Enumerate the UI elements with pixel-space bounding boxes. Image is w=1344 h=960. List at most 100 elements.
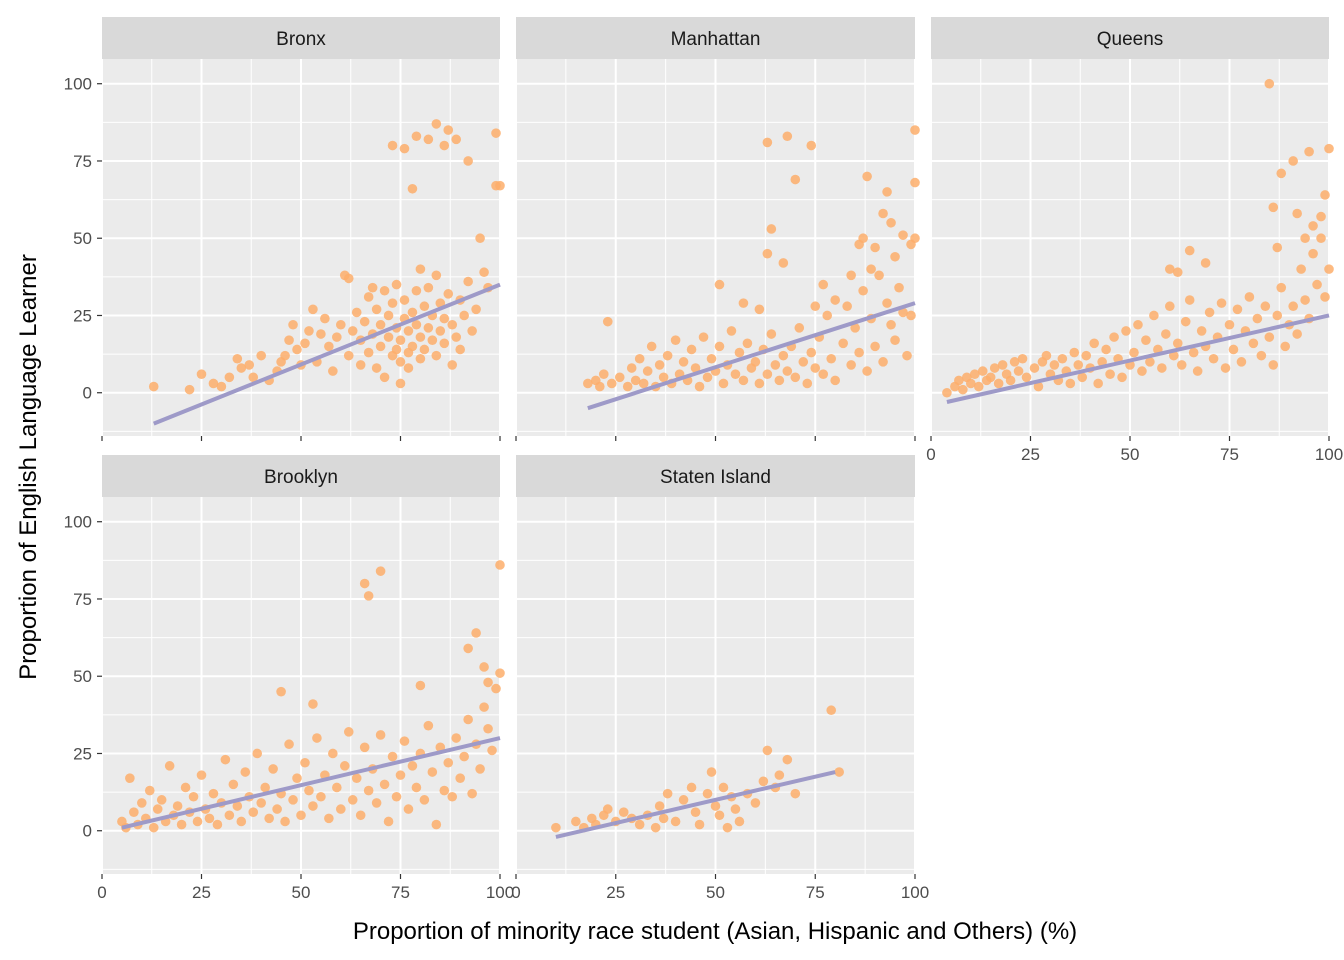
data-point: [343, 727, 354, 737]
data-point: [818, 279, 829, 290]
data-point: [379, 372, 390, 383]
data-point: [977, 366, 988, 376]
x-tick-label: 25: [192, 883, 211, 902]
data-point: [906, 310, 916, 321]
data-point: [1324, 143, 1334, 154]
data-point: [662, 350, 673, 361]
data-point: [475, 764, 485, 774]
data-point: [1256, 350, 1267, 361]
data-point: [339, 761, 350, 771]
data-point: [1165, 301, 1175, 312]
data-point: [1069, 347, 1080, 358]
data-point: [906, 239, 916, 250]
data-point: [383, 310, 394, 321]
data-point: [583, 378, 593, 389]
data-point: [1101, 344, 1111, 355]
panel-brooklyn: Brooklyn 0 25 50 75 100 0 25 50 75 100: [64, 455, 514, 902]
x-tick-label: 75: [391, 883, 410, 902]
data-point: [332, 782, 342, 793]
data-point: [1276, 168, 1287, 179]
data-point: [304, 785, 314, 796]
data-point: [910, 177, 920, 188]
data-point: [1272, 242, 1283, 253]
data-point: [296, 810, 306, 821]
data-point: [1324, 264, 1334, 274]
data-point: [882, 187, 892, 197]
data-point: [782, 366, 793, 376]
data-point: [423, 134, 434, 145]
data-point: [1288, 156, 1298, 166]
data-point: [1248, 338, 1259, 349]
data-point: [316, 791, 326, 802]
data-point: [794, 323, 805, 333]
data-point: [411, 782, 422, 793]
data-point: [710, 801, 721, 811]
data-point: [1288, 301, 1298, 312]
data-point: [164, 761, 175, 771]
data-point: [439, 338, 450, 349]
data-point: [774, 375, 785, 386]
data-point: [754, 304, 765, 315]
data-point: [826, 353, 837, 364]
data-point: [1264, 78, 1275, 89]
data-point: [443, 289, 454, 299]
data-point: [973, 381, 984, 392]
data-point: [403, 363, 414, 373]
fit-line-queens: [946, 313, 1330, 404]
data-point: [355, 360, 366, 370]
data-point: [954, 375, 964, 386]
data-point: [451, 733, 462, 743]
data-point: [1192, 366, 1203, 376]
data-point: [1320, 292, 1330, 302]
data-point: [1184, 245, 1195, 256]
data-point: [766, 224, 777, 234]
data-point: [387, 140, 398, 151]
data-point: [1168, 350, 1179, 361]
data-point: [336, 804, 346, 814]
data-point: [1280, 341, 1291, 352]
data-point: [698, 332, 709, 342]
data-point: [304, 326, 314, 336]
data-point: [367, 282, 378, 293]
data-point: [292, 773, 302, 784]
data-point: [204, 813, 215, 824]
data-point: [280, 816, 290, 827]
data-point: [870, 242, 880, 253]
data-point: [1149, 310, 1159, 321]
fit-line-staten-island: [555, 770, 836, 839]
data-point: [288, 319, 298, 330]
y-tick-label: 0: [83, 822, 92, 841]
data-point: [606, 378, 617, 389]
data-point: [594, 381, 605, 392]
strip-label-brooklyn: Brooklyn: [264, 467, 338, 488]
data-point: [714, 341, 725, 352]
data-point: [308, 801, 318, 811]
data-point: [276, 686, 286, 697]
data-point: [658, 372, 669, 383]
data-point: [1005, 375, 1016, 386]
data-point: [228, 779, 239, 790]
data-point: [1073, 360, 1084, 370]
data-point: [850, 323, 860, 333]
data-point: [220, 754, 231, 765]
data-point: [802, 378, 813, 389]
data-point: [383, 816, 394, 827]
data-point: [447, 319, 458, 330]
data-point: [463, 156, 473, 166]
data-point: [770, 360, 781, 370]
data-point: [778, 350, 789, 361]
data-point: [766, 329, 777, 339]
data-point: [236, 816, 247, 827]
data-point: [646, 341, 657, 352]
data-point: [1172, 267, 1183, 278]
x-tick-label: 0: [511, 883, 520, 902]
data-point: [232, 801, 243, 811]
data-point: [1272, 310, 1283, 321]
data-point: [1264, 332, 1275, 342]
data-point: [216, 381, 227, 392]
data-point: [459, 310, 469, 321]
data-point: [626, 363, 637, 373]
data-point: [890, 335, 900, 346]
points-queens: [942, 78, 1334, 398]
